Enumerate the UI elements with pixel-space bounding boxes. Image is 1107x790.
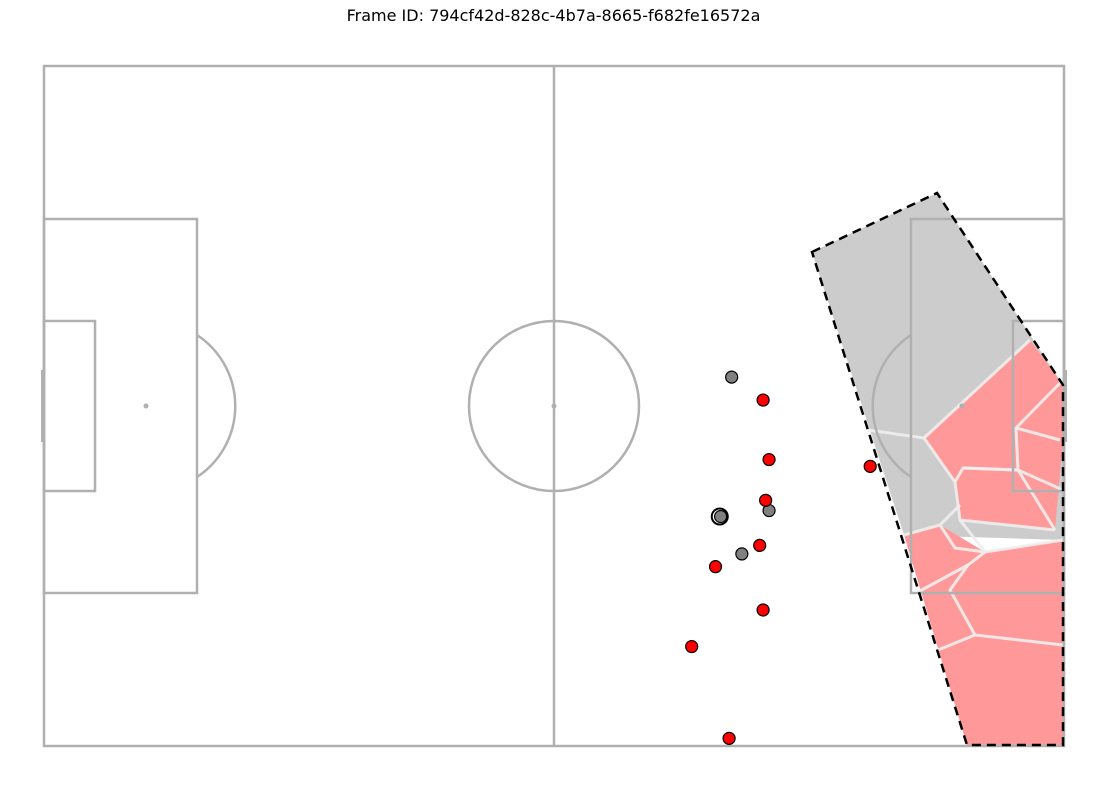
players [685,370,877,745]
red-player-4 [759,493,773,507]
red-player-6 [708,560,723,574]
pitch-markings [41,64,1067,748]
ball-marker [710,507,729,526]
red-player-1 [756,393,770,407]
right-penalty-spot [959,403,965,409]
attacking-region-top [924,340,1063,530]
grey-player-1 [725,370,739,384]
red-player-9 [722,731,736,745]
red-player-8 [685,639,699,654]
center-spot [551,403,557,409]
control-regions [812,193,1065,745]
red-player-5 [753,538,767,553]
visible-area-boundary [810,191,1065,747]
right-penalty-arc [871,333,912,479]
frame-title: Frame ID: 794cf42d-828c-4b7a-8665-f682fe… [346,6,761,25]
left-penalty-spot [143,403,149,409]
left-penalty-arc [196,333,237,479]
grey-player-3 [735,547,749,561]
left-goal-area [42,319,97,493]
grey-player-4 [713,509,728,524]
voronoi-cell-borders [867,338,1065,652]
left-penalty-area [42,217,199,595]
red-player-7 [756,603,770,617]
red-player-2 [762,452,776,467]
red-player-3 [863,459,877,473]
center-circle [467,319,641,493]
